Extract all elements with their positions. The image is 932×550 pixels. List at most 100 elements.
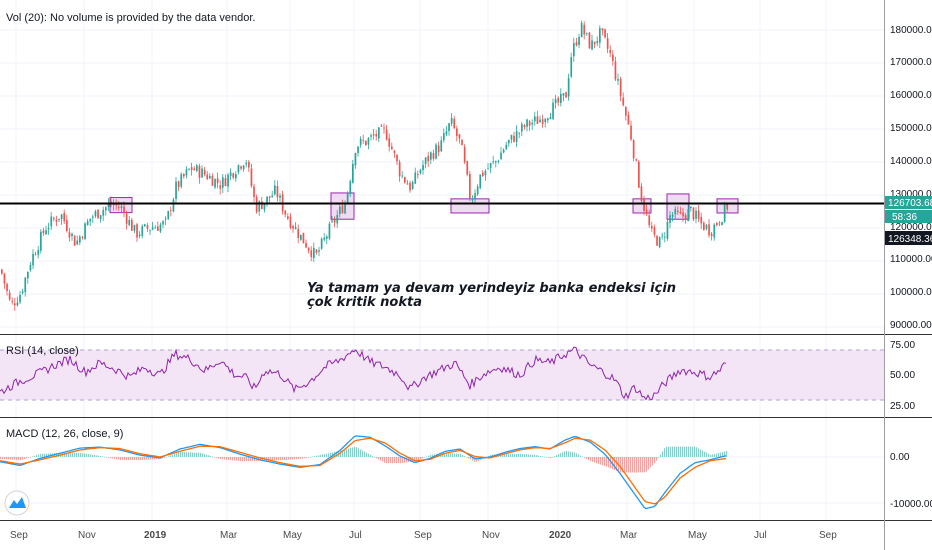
candle-body bbox=[541, 119, 544, 124]
candle-body bbox=[385, 129, 388, 140]
candle-body bbox=[47, 227, 50, 230]
vol-indicator-label[interactable]: Vol (20): No volume is provided by the d… bbox=[6, 12, 255, 24]
macd-histogram-bar bbox=[564, 451, 566, 457]
macd-histogram-bar bbox=[134, 457, 136, 461]
y-tick-160000: 160000.00 bbox=[890, 90, 932, 101]
rsi-label[interactable]: RSI (14, close) bbox=[6, 345, 79, 357]
macd-histogram-bar bbox=[230, 457, 232, 461]
macd-histogram-bar bbox=[194, 452, 196, 457]
macd-histogram-bar bbox=[126, 457, 128, 461]
macd-histogram-bar bbox=[622, 457, 624, 473]
candle-body bbox=[700, 217, 703, 224]
macd-histogram-bar bbox=[112, 457, 114, 459]
macd-histogram-bar bbox=[204, 454, 206, 457]
y-tick-120000: 120000.00 bbox=[890, 222, 932, 233]
candle-body bbox=[393, 150, 396, 154]
macd-histogram-bar bbox=[174, 454, 176, 457]
macd-histogram-bar bbox=[312, 456, 314, 458]
candle-body bbox=[549, 117, 552, 120]
candle-body bbox=[601, 28, 604, 31]
macd-histogram-bar bbox=[542, 456, 544, 457]
macd-histogram-bar bbox=[272, 457, 274, 461]
time-tick-nov-2018: Nov bbox=[78, 530, 96, 541]
candle-body bbox=[73, 235, 76, 246]
macd-histogram-bar bbox=[670, 446, 672, 457]
macd-histogram-bar bbox=[392, 457, 394, 464]
macd-histogram-bar bbox=[572, 452, 574, 457]
macd-histogram-bar bbox=[326, 453, 328, 457]
candle-body bbox=[58, 218, 60, 220]
candle-body bbox=[606, 38, 609, 49]
macd-histogram-bar bbox=[348, 448, 350, 457]
macd-histogram-bar bbox=[44, 453, 46, 457]
y-tick-180000: 180000.00 bbox=[890, 25, 932, 36]
macd-histogram-bar bbox=[674, 446, 676, 457]
candle-body bbox=[697, 210, 700, 219]
candle-body bbox=[643, 199, 645, 211]
macd-histogram-bar bbox=[680, 446, 682, 457]
time-axis[interactable]: Sep Nov 2019 Mar May Jul Sep Nov 2020 Ma… bbox=[10, 530, 837, 541]
candle-body bbox=[240, 166, 242, 169]
macd-histogram-bar bbox=[34, 455, 36, 457]
time-tick-mar-2020: Mar bbox=[620, 530, 638, 541]
macd-histogram-bar bbox=[202, 453, 204, 457]
candle-body bbox=[489, 163, 492, 168]
candle-body bbox=[534, 116, 536, 122]
macd-histogram-bar bbox=[340, 450, 342, 457]
macd-histogram-bar bbox=[368, 453, 370, 457]
candle-body bbox=[315, 249, 318, 253]
tradingview-logo[interactable] bbox=[4, 490, 30, 516]
price-axis[interactable]: 180000.00 170000.00 160000.00 150000.00 … bbox=[884, 0, 932, 550]
candle-body bbox=[651, 225, 653, 229]
candle-body bbox=[229, 172, 232, 177]
macd-histogram-bar bbox=[544, 456, 546, 458]
candle-body bbox=[445, 131, 448, 135]
candle-body bbox=[710, 233, 713, 236]
current-price-tag[interactable] bbox=[885, 196, 932, 209]
candle-body bbox=[370, 135, 372, 137]
macd-histogram-bar bbox=[128, 457, 130, 461]
candle-body bbox=[32, 253, 34, 266]
candle-body bbox=[258, 201, 261, 212]
main-pane[interactable]: Vol (20): No volume is provided by the d… bbox=[0, 12, 884, 311]
macd-histogram-bar bbox=[558, 454, 560, 457]
candle-body bbox=[266, 196, 268, 204]
candle-body bbox=[505, 144, 508, 150]
macd-histogram-bar bbox=[360, 449, 362, 457]
macd-histogram-bar bbox=[604, 457, 606, 466]
macd-pane[interactable]: MACD (12, 26, close, 9) bbox=[0, 428, 728, 510]
rsi-line bbox=[0, 346, 727, 401]
annotation-line-2[interactable]: çok kritik nokta bbox=[307, 295, 422, 310]
macd-histogram-bar bbox=[4, 457, 6, 460]
candle-body bbox=[271, 195, 274, 198]
macd-histogram-bar bbox=[72, 452, 74, 457]
countdown-tag bbox=[885, 210, 932, 223]
time-tick-jul-2020: Jul bbox=[754, 530, 767, 541]
countdown-text: 58:36 bbox=[892, 212, 917, 223]
candle-body bbox=[557, 97, 560, 103]
candle-body bbox=[263, 203, 266, 210]
candle-body bbox=[144, 224, 146, 227]
annotation-line-1[interactable]: Ya tamam ya devam yerindeyiz banka endek… bbox=[307, 281, 676, 296]
macd-histogram-bar bbox=[578, 454, 580, 457]
macd-histogram-bar bbox=[590, 457, 592, 462]
candle-body bbox=[71, 233, 73, 237]
rsi-pane[interactable]: RSI (14, close) bbox=[0, 345, 884, 401]
macd-histogram-bar bbox=[520, 453, 522, 457]
candle-body bbox=[560, 93, 562, 103]
candle-body bbox=[53, 218, 55, 220]
candle-body bbox=[692, 207, 695, 220]
candle-body bbox=[133, 224, 136, 231]
candle-body bbox=[554, 99, 557, 104]
macd-histogram-bar bbox=[570, 451, 572, 457]
macd-histogram-bar bbox=[14, 457, 16, 460]
macd-histogram-bar bbox=[724, 451, 726, 457]
candle-body bbox=[50, 216, 53, 227]
macd-histogram-bar bbox=[208, 455, 210, 457]
candle-body bbox=[528, 121, 531, 126]
candle-body bbox=[344, 202, 346, 214]
candle-body bbox=[422, 164, 424, 171]
macd-label[interactable]: MACD (12, 26, close, 9) bbox=[6, 428, 123, 440]
macd-histogram-bar bbox=[586, 457, 588, 459]
